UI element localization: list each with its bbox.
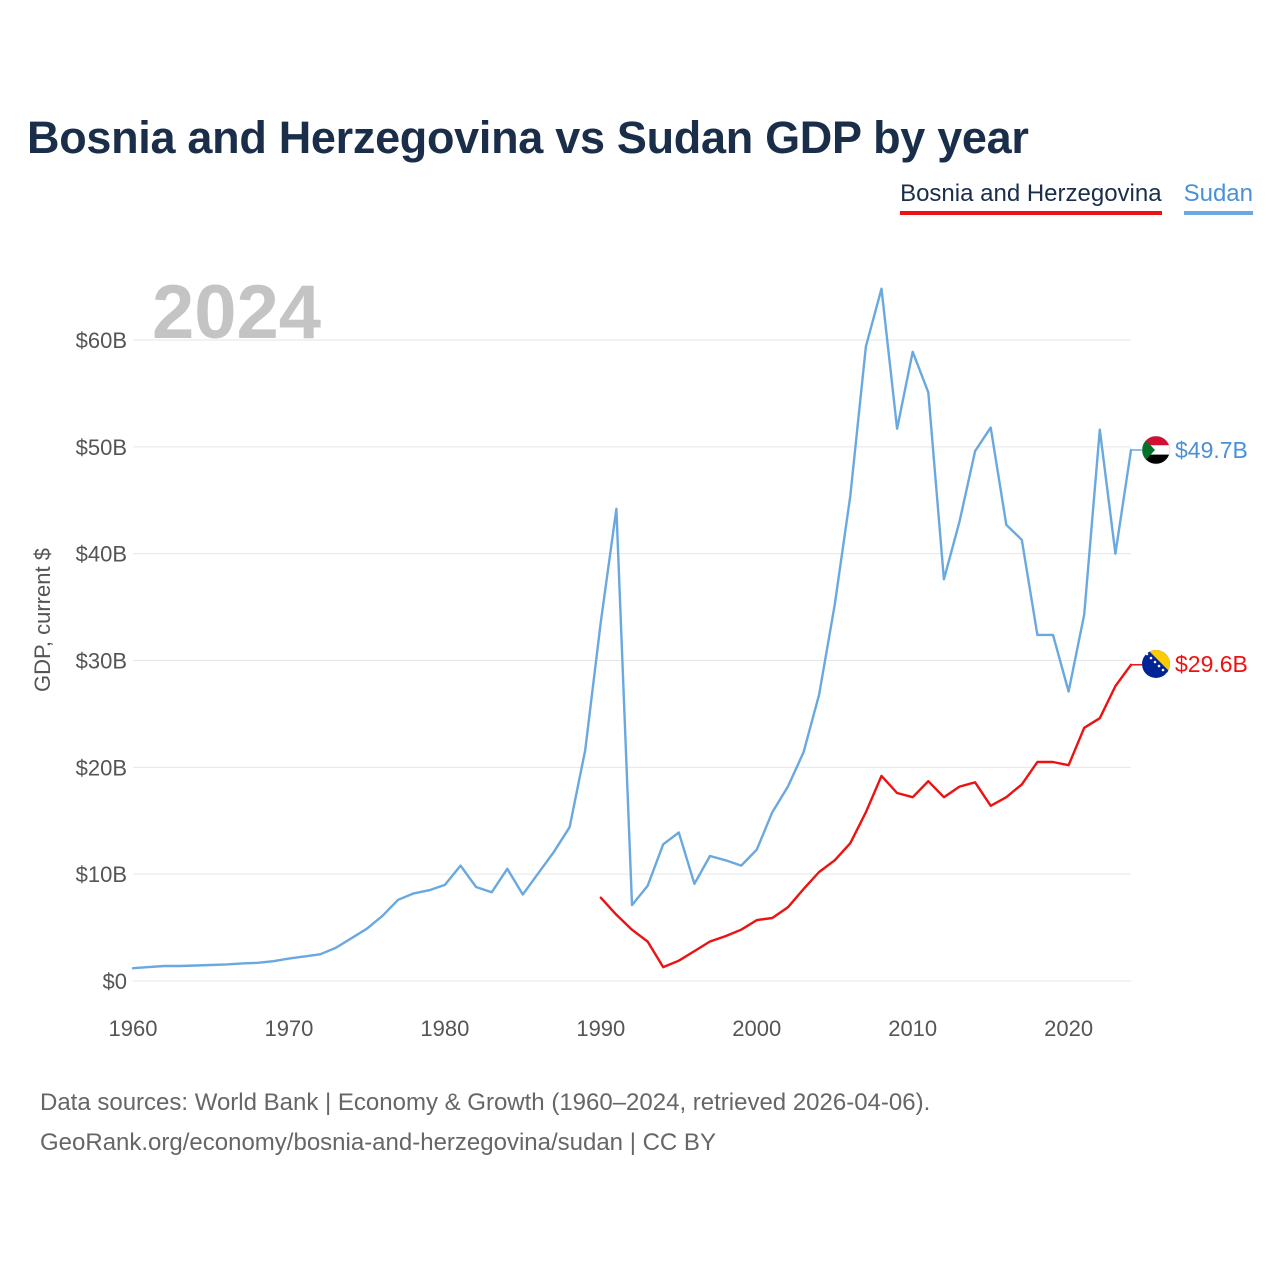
- x-tick-label: 2010: [888, 1016, 937, 1041]
- x-tick-label: 1970: [264, 1016, 313, 1041]
- attribution-text: GeoRank.org/economy/bosnia-and-herzegovi…: [40, 1129, 716, 1156]
- y-tick-label: $50B: [76, 435, 127, 460]
- x-tick-label: 1980: [420, 1016, 469, 1041]
- data-source-text: Data sources: World Bank | Economy & Gro…: [40, 1089, 931, 1116]
- x-tick-label: 2000: [732, 1016, 781, 1041]
- year-watermark: 2024: [152, 270, 321, 355]
- end-label-sudan: $49.7B: [1175, 437, 1248, 463]
- y-tick-label: $10B: [76, 862, 127, 887]
- y-tick-label: $20B: [76, 755, 127, 780]
- bosnia-flag-icon: [1142, 650, 1170, 678]
- gdp-line-chart: 2024 $0 $10B $20B $30B $40B $50B $60B 1960 1970…: [30, 270, 1248, 1041]
- y-axis-label: GDP, current $: [30, 548, 55, 692]
- x-tick-label: 2020: [1044, 1016, 1093, 1041]
- footer: Data sources: World Bank | Economy & Gro…: [40, 1083, 930, 1163]
- end-label-bosnia: $29.6B: [1175, 651, 1248, 677]
- y-tick-label: $0: [103, 969, 127, 994]
- y-tick-label: $30B: [76, 649, 127, 674]
- legend: Bosnia and Herzegovina Sudan: [900, 180, 1253, 215]
- y-tick-label: $40B: [76, 542, 127, 567]
- legend-item-bosnia[interactable]: Bosnia and Herzegovina: [900, 180, 1162, 215]
- chart-title: Bosnia and Herzegovina vs Sudan GDP by y…: [27, 112, 1029, 163]
- series-lines: [131, 287, 1142, 970]
- y-tick-label: $60B: [76, 328, 127, 353]
- sudan-flag-icon: [1141, 435, 1171, 465]
- y-axis-ticks: $0 $10B $20B $30B $40B $50B $60B: [76, 328, 127, 994]
- gridlines: [133, 339, 1131, 982]
- legend-item-sudan[interactable]: Sudan: [1183, 180, 1253, 215]
- x-tick-label: 1960: [109, 1016, 158, 1041]
- x-axis-ticks: 1960 1970 1980 1990 2000 2010 2020: [109, 1016, 1094, 1041]
- series-line-sudan[interactable]: [131, 287, 1133, 970]
- x-tick-label: 1990: [576, 1016, 625, 1041]
- series-line-bosnia[interactable]: [599, 663, 1133, 969]
